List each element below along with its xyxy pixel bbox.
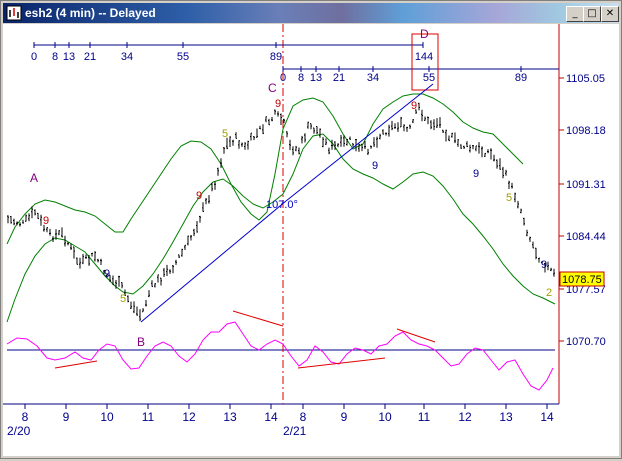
fib-top-tick: 0 bbox=[31, 51, 37, 63]
time-tick-label: 11 bbox=[142, 410, 155, 424]
count-label: 5 bbox=[222, 128, 228, 140]
fib-bottom-tick: 13 bbox=[310, 72, 322, 84]
time-tick-label: 12 bbox=[458, 410, 472, 424]
price-bars bbox=[7, 102, 555, 322]
divergence-line bbox=[232, 310, 284, 327]
green-envelope-lower bbox=[6, 133, 556, 323]
minimize-button[interactable]: _ bbox=[566, 6, 584, 22]
chart-app-icon bbox=[6, 5, 22, 21]
current-price-value: 1078.75 bbox=[562, 274, 602, 286]
time-axis: 8 9 10 11 12 13 14 8 9 10 11 12 13 14 2/… bbox=[7, 404, 554, 438]
maximize-button[interactable]: □ bbox=[583, 6, 601, 22]
price-tick-label: 1084.44 bbox=[566, 231, 606, 243]
oscillator-line bbox=[6, 321, 554, 391]
time-tick-label: 14 bbox=[264, 410, 278, 424]
time-tick-label: 10 bbox=[100, 410, 114, 424]
wave-label-c: C bbox=[268, 81, 277, 95]
fib-bottom-tick: 0 bbox=[280, 72, 286, 84]
date-label: 2/20 bbox=[7, 424, 31, 438]
fib-top-tick: 55 bbox=[177, 51, 189, 63]
divergence-line bbox=[297, 357, 386, 369]
fib-bottom-tick: 55 bbox=[423, 72, 435, 84]
divergence-line bbox=[396, 328, 436, 343]
time-tick-label: 8 bbox=[300, 410, 307, 424]
count-label: 9 bbox=[275, 98, 281, 110]
wave-label-a: A bbox=[30, 171, 38, 185]
price-tick-label: 1070.70 bbox=[566, 336, 606, 348]
time-tick-label: 13 bbox=[499, 410, 513, 424]
angle-label: 107.0° bbox=[266, 199, 298, 211]
count-label: 9 bbox=[372, 160, 378, 172]
count-label: 9 bbox=[411, 100, 417, 112]
count-label: 9 bbox=[104, 268, 110, 280]
close-button[interactable]: ✕ bbox=[601, 6, 619, 22]
price-tick-label: 1091.31 bbox=[566, 179, 606, 191]
window-title: esh2 (4 min) -- Delayed bbox=[25, 6, 156, 20]
fib-top-tick: 34 bbox=[121, 51, 133, 63]
time-tick-label: 11 bbox=[418, 410, 431, 424]
fib-bottom-tick: 34 bbox=[367, 72, 379, 84]
time-tick-label: 10 bbox=[378, 410, 392, 424]
time-tick-label: 9 bbox=[341, 410, 348, 424]
wave-label-b: B bbox=[137, 335, 145, 349]
price-tick-label: 1077.57 bbox=[566, 284, 606, 296]
trendline-ab bbox=[140, 200, 287, 323]
fib-top-tick: 144 bbox=[415, 51, 433, 63]
count-label: 9 bbox=[473, 168, 479, 180]
fib-bottom-tick: 89 bbox=[515, 72, 527, 84]
price-tick-label: 1105.05 bbox=[566, 73, 605, 85]
count-label: 9 bbox=[196, 190, 202, 202]
time-tick-label: 9 bbox=[63, 410, 70, 424]
time-tick-label: 8 bbox=[22, 410, 29, 424]
time-tick-label: 13 bbox=[223, 410, 237, 424]
wave-label-d: D bbox=[420, 27, 429, 41]
count-label: 5 bbox=[506, 192, 512, 204]
count-label: 2 bbox=[546, 287, 552, 299]
date-label: 2/21 bbox=[283, 424, 307, 438]
fib-scale-top: 0 8 13 21 34 55 89 144 bbox=[31, 42, 433, 63]
chart-area[interactable]: 0 8 13 21 34 55 89 144 0 8 bbox=[3, 24, 619, 456]
green-envelope-upper bbox=[6, 93, 524, 245]
fib-bottom-tick: 8 bbox=[298, 72, 304, 84]
fib-top-tick: 13 bbox=[63, 51, 75, 63]
time-tick-label: 12 bbox=[182, 410, 196, 424]
trendline-cd bbox=[285, 83, 434, 202]
fib-top-tick: 21 bbox=[84, 51, 96, 63]
count-label: 9 bbox=[43, 215, 49, 227]
count-label: 5 bbox=[120, 293, 126, 305]
fib-top-tick: 89 bbox=[270, 51, 282, 63]
price-axis: 1105.05 1098.18 1091.31 1084.44 1077.57 … bbox=[559, 73, 606, 348]
fib-bottom-tick: 21 bbox=[333, 72, 345, 84]
divergence-line bbox=[54, 360, 98, 369]
title-bar[interactable]: esh2 (4 min) -- Delayed _ □ ✕ bbox=[3, 3, 619, 23]
time-tick-label: 14 bbox=[540, 410, 554, 424]
fib-top-tick: 8 bbox=[52, 51, 58, 63]
price-chart-svg[interactable]: 0 8 13 21 34 55 89 144 0 8 bbox=[3, 24, 619, 456]
fib-scale-bottom: 0 8 13 21 34 55 89 bbox=[280, 66, 559, 84]
count-label: 9 bbox=[541, 259, 547, 271]
current-price-tag bbox=[559, 271, 605, 287]
price-tick-label: 1098.18 bbox=[566, 125, 606, 137]
